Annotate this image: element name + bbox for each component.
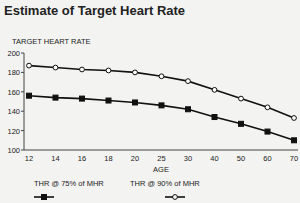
series-line [29, 66, 294, 118]
legend-marker [173, 195, 178, 200]
marker [80, 96, 85, 101]
x-axis [24, 150, 298, 151]
marker [265, 105, 270, 110]
y-tick [21, 53, 24, 54]
x-tick-label: 20 [131, 154, 139, 163]
x-tick-label: 25 [157, 154, 165, 163]
marker [106, 68, 111, 73]
y-tick-label: 100 [7, 146, 20, 155]
marker [186, 107, 191, 112]
y-tick-label: 140 [7, 107, 20, 116]
x-tick-label: 60 [263, 154, 271, 163]
x-tick-label: 18 [104, 154, 112, 163]
marker [106, 98, 111, 103]
y-tick [21, 91, 24, 92]
marker [53, 65, 58, 70]
legend-marker [42, 195, 47, 200]
marker [159, 74, 164, 79]
x-tick-label: 12 [25, 154, 33, 163]
plot-area [27, 63, 297, 143]
marker [212, 115, 217, 120]
marker [27, 93, 32, 98]
y-tick-label: 200 [7, 49, 20, 58]
x-tick-label: 40 [210, 154, 218, 163]
marker [133, 70, 138, 75]
marker [133, 100, 138, 105]
marker [27, 63, 32, 68]
y-tick [21, 150, 24, 151]
title: Estimate of Target Heart Rate [4, 3, 185, 18]
legend-label: THR @ 75% of MHR [34, 179, 104, 188]
y-tick [21, 72, 24, 73]
marker [265, 129, 270, 134]
marker [53, 95, 58, 100]
y-tick [21, 130, 24, 131]
marker [212, 87, 217, 92]
y-tick [21, 111, 24, 112]
marker [239, 121, 244, 126]
x-tick-label: 14 [51, 154, 59, 163]
y-tick-label: 180 [7, 68, 20, 77]
x-axis-label: AGE [153, 165, 169, 174]
x-tick-label: 50 [237, 154, 245, 163]
marker [159, 103, 164, 108]
marker [239, 96, 244, 101]
legend-label: THR @ 90% of MHR [130, 179, 200, 188]
y-tick-label: 160 [7, 88, 20, 97]
marker [186, 79, 191, 84]
y-tick-label: 120 [7, 127, 20, 136]
marker [80, 67, 85, 72]
y-axis [24, 53, 25, 150]
x-tick-label: 70 [290, 154, 298, 163]
x-tick-label: 16 [78, 154, 86, 163]
y-axis-label: TARGET HEART RATE [12, 37, 91, 46]
marker [292, 138, 297, 143]
marker [292, 116, 297, 121]
x-tick-label: 30 [184, 154, 192, 163]
